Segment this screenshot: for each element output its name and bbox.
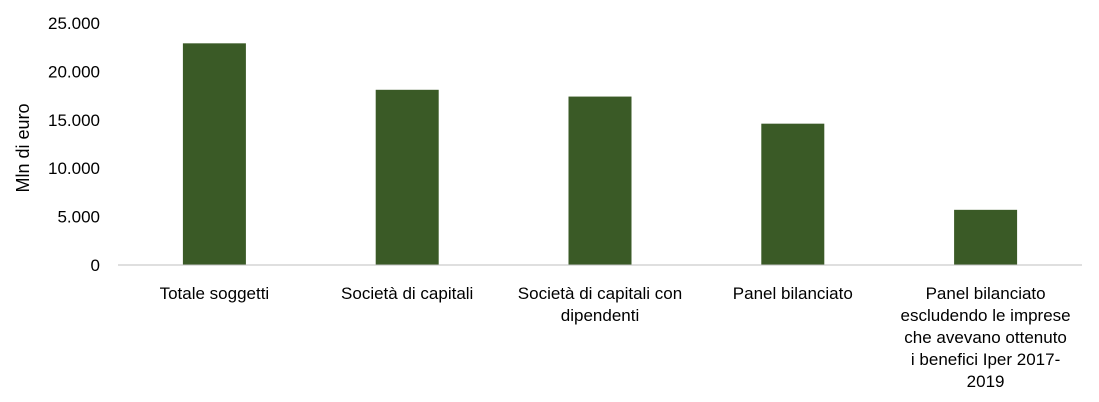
x-tick-label: Panel bilanciato escludendo le imprese che… [901, 284, 1071, 391]
x-tick-label: Società di capitali [341, 284, 473, 303]
y-tick-label: 5.000 [57, 208, 100, 227]
y-tick-label: 25.000 [48, 14, 100, 33]
y-axis-label: Mln di euro [13, 103, 33, 192]
x-tick-labels: Totale soggetti Società di capitali Societ… [160, 284, 1071, 391]
bar [568, 96, 632, 266]
x-tick-label: Totale soggetti [160, 284, 270, 303]
y-tick-label: 0 [91, 256, 100, 275]
bar [375, 89, 439, 266]
y-tick-label: 15.000 [48, 111, 100, 130]
bar [761, 123, 825, 265]
y-tick-labels: 0 5.000 10.000 15.000 20.000 25.000 [48, 14, 100, 275]
x-tick-label: Panel bilanciato [733, 284, 853, 303]
bar [954, 209, 1018, 265]
y-tick-label: 20.000 [48, 62, 100, 81]
bars [182, 43, 1018, 266]
bar [182, 43, 246, 265]
y-tick-label: 10.000 [48, 159, 100, 178]
x-tick-label: Società di capitali con dipendenti [518, 284, 682, 325]
